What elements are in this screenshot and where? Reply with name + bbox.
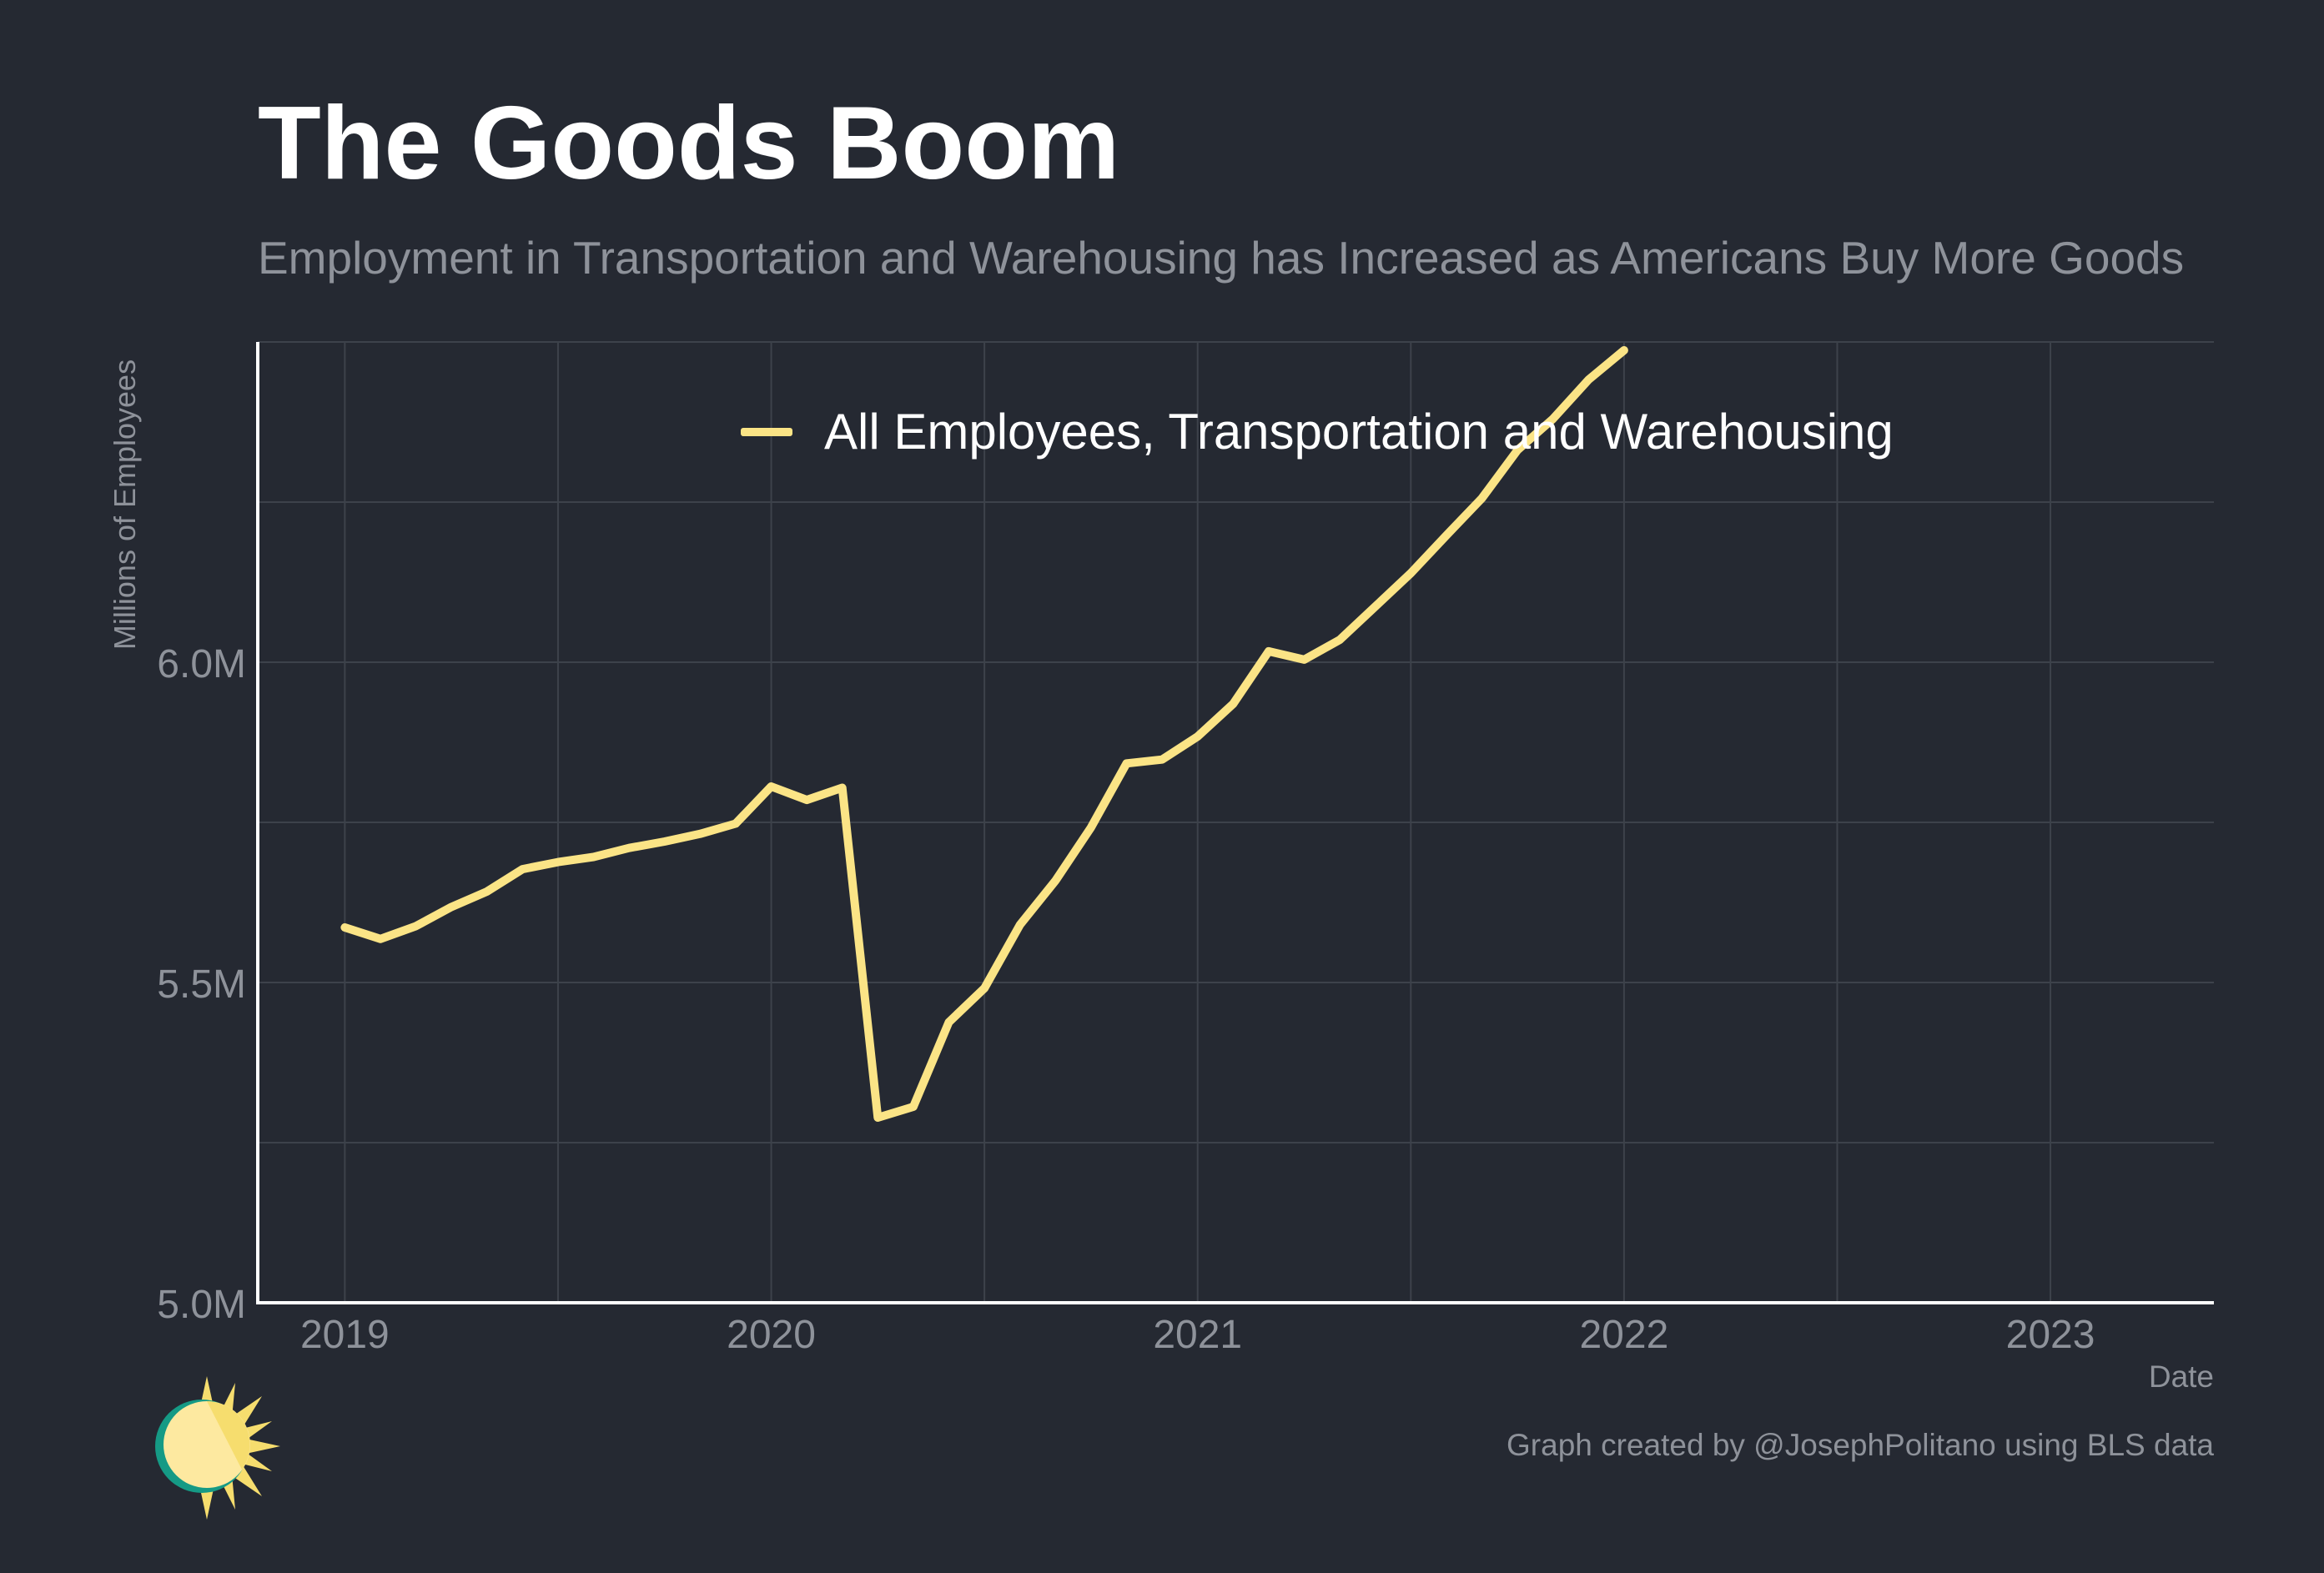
gridlines	[258, 341, 2214, 1303]
series-line	[340, 346, 1628, 1122]
y-tick-label: 5.0M	[157, 1283, 246, 1327]
x-tick-label: 2021	[1153, 1313, 1242, 1357]
x-tick-label: 2019	[300, 1313, 390, 1357]
y-tick-label: 6.0M	[157, 642, 246, 686]
x-axis-label: Date	[2148, 1359, 2214, 1394]
tick-labels: 5.0M 5.5M 6.0M 2019 2020 2021 2022 2023	[157, 642, 2095, 1357]
series-lines	[340, 346, 1628, 1122]
x-tick-label: 2022	[1579, 1313, 1668, 1357]
sun-icon	[155, 1376, 280, 1520]
legend-label: All Employees, Transportation and Wareho…	[824, 404, 1894, 460]
legend: All Employees, Transportation and Wareho…	[741, 403, 1894, 460]
y-axis-label: Millions of Employees	[108, 359, 142, 651]
legend-swatch	[741, 427, 792, 436]
x-tick-label: 2020	[727, 1313, 816, 1357]
axes	[256, 342, 2214, 1304]
x-tick-label: 2023	[2006, 1313, 2095, 1357]
source-credit: Graph created by @JosephPolitano using B…	[1507, 1428, 2214, 1462]
y-tick-label: 5.5M	[157, 962, 246, 1007]
chart-title: The Goods Boom	[258, 86, 1120, 201]
chart-subtitle: Employment in Transportation and Warehou…	[258, 232, 2185, 284]
